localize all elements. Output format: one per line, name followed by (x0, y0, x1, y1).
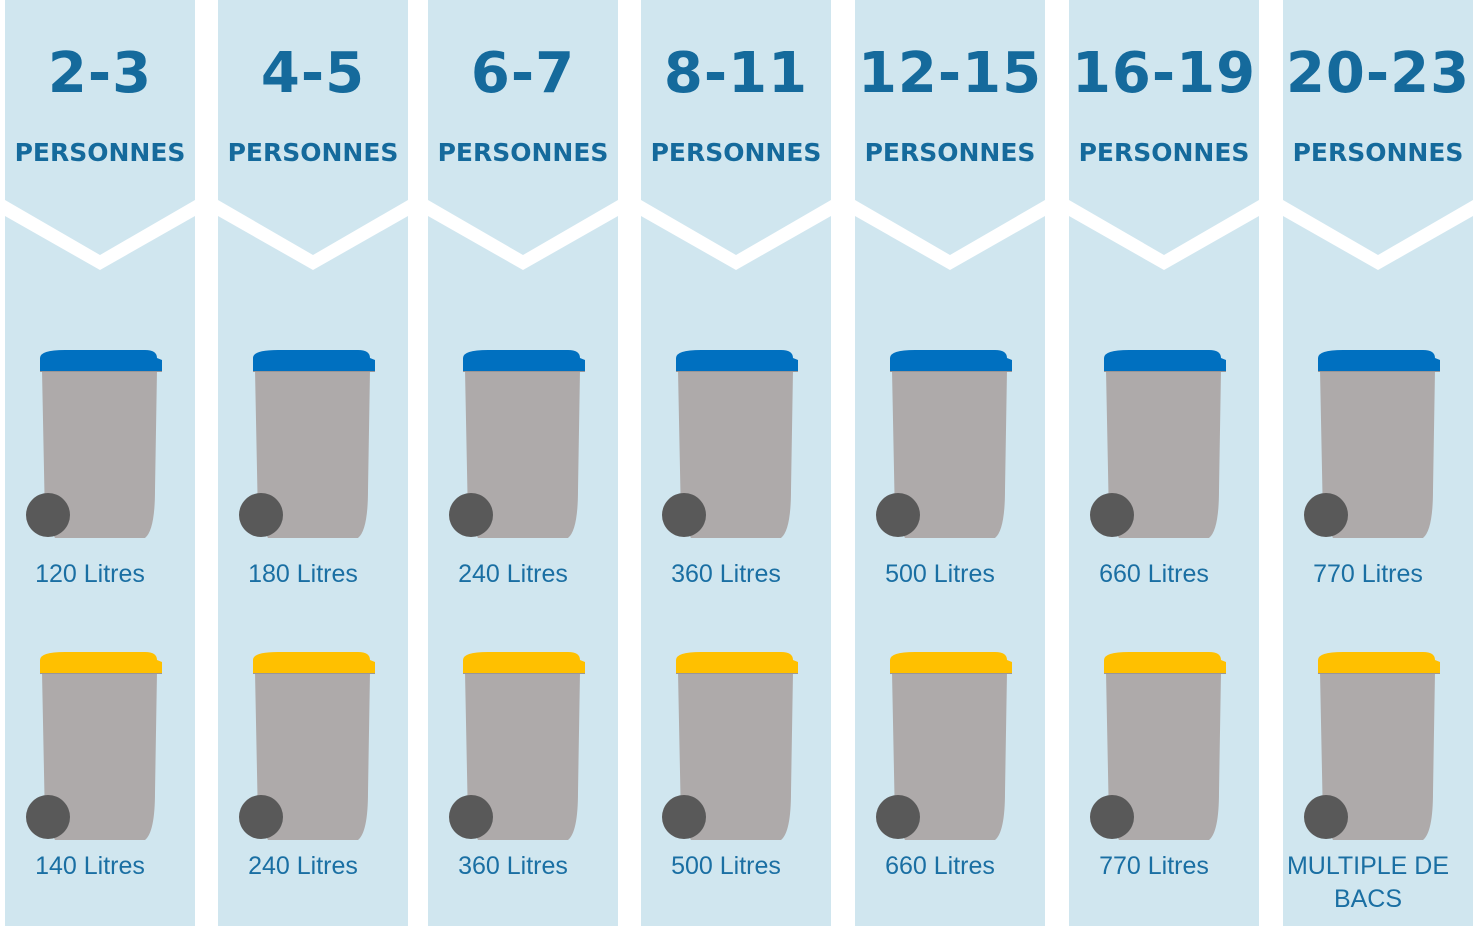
bin-body (678, 370, 793, 538)
unit-label: PERSONNES (14, 138, 186, 167)
range-label: 2-3 (47, 41, 153, 106)
bin-wheel (1090, 493, 1134, 537)
blue-bin-label: 360 Litres (671, 560, 781, 588)
header-chevron (855, 0, 1045, 255)
bin-body (892, 672, 1007, 840)
blue-bin-label: 240 Litres (458, 560, 568, 588)
bin-lid (890, 350, 1012, 371)
bin-body (1320, 672, 1435, 840)
header-chevron (5, 0, 195, 255)
range-label: 12-15 (857, 41, 1043, 106)
yellow-bin-label: 770 Litres (1099, 852, 1209, 880)
bin-body (255, 370, 370, 538)
unit-label: PERSONNES (227, 138, 399, 167)
bin-wheel (1090, 795, 1134, 839)
header-chevron (1069, 0, 1259, 255)
unit-label: PERSONNES (1292, 138, 1464, 167)
bin-lid (676, 350, 798, 371)
bin-body (892, 370, 1007, 538)
bin-wheel (449, 795, 493, 839)
bin-lid (1104, 652, 1226, 673)
unit-label: PERSONNES (1078, 138, 1250, 167)
yellow-bin-label: 240 Litres (248, 852, 358, 880)
bin-wheel (662, 795, 706, 839)
blue-bin-label: 180 Litres (248, 560, 358, 588)
bin-wheel (1304, 493, 1348, 537)
range-label: 16-19 (1071, 41, 1257, 106)
header-chevron (218, 0, 408, 255)
yellow-bin-label: 140 Litres (35, 852, 145, 880)
bin-lid (253, 350, 375, 371)
header-chevron (641, 0, 831, 255)
bin-body (465, 370, 580, 538)
blue-bin-label: 120 Litres (35, 560, 145, 588)
blue-bin-label: 500 Litres (885, 560, 995, 588)
bin-body (465, 672, 580, 840)
header-chevron (1283, 0, 1473, 255)
bin-wheel (876, 795, 920, 839)
bin-wheel (26, 795, 70, 839)
unit-label: PERSONNES (650, 138, 822, 167)
bin-lid (1318, 652, 1440, 673)
bin-body (678, 672, 793, 840)
range-label: 6-7 (470, 41, 576, 106)
bin-body (1106, 370, 1221, 538)
header-chevron (428, 0, 618, 255)
unit-label: PERSONNES (864, 138, 1036, 167)
bin-body (1106, 672, 1221, 840)
bin-lid (890, 652, 1012, 673)
yellow-bin-label: 500 Litres (671, 852, 781, 880)
blue-bin-label: 770 Litres (1313, 560, 1423, 588)
bin-wheel (449, 493, 493, 537)
bin-lid (1104, 350, 1226, 371)
yellow-bin-label: MULTIPLE DE BACS (1286, 852, 1450, 913)
bin-lid (253, 652, 375, 673)
bin-lid (463, 350, 585, 371)
bin-wheel (239, 795, 283, 839)
bin-wheel (1304, 795, 1348, 839)
bin-body (42, 672, 157, 840)
bin-body (42, 370, 157, 538)
bin-body (255, 672, 370, 840)
bin-wheel (662, 493, 706, 537)
bin-lid (40, 350, 162, 371)
range-label: 4-5 (260, 41, 366, 106)
unit-label: PERSONNES (437, 138, 609, 167)
blue-bin-label: 660 Litres (1099, 560, 1209, 588)
bin-wheel (239, 493, 283, 537)
bin-wheel (26, 493, 70, 537)
yellow-bin-label: 360 Litres (458, 852, 568, 880)
range-label: 20-23 (1285, 41, 1471, 106)
bin-lid (676, 652, 798, 673)
bin-lid (1318, 350, 1440, 371)
bin-lid (40, 652, 162, 673)
bin-body (1320, 370, 1435, 538)
yellow-bin-label: 660 Litres (885, 852, 995, 880)
bin-lid (463, 652, 585, 673)
bin-wheel (876, 493, 920, 537)
range-label: 8-11 (663, 41, 809, 106)
